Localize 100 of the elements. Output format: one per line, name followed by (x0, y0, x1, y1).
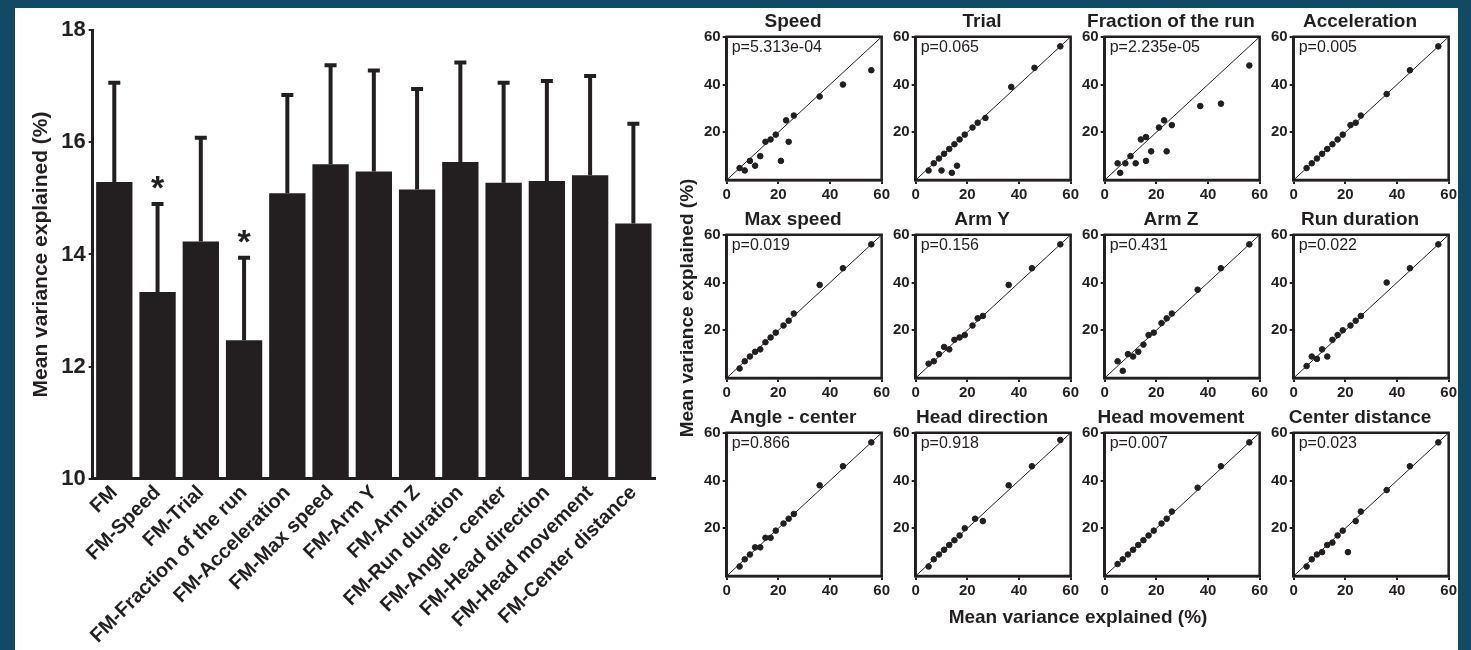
x-tick-label: 40 (1388, 383, 1406, 401)
x-tick-label: 20 (770, 383, 787, 401)
chart-title: Acceleration (1302, 9, 1418, 31)
y-axis-title: Mean variance explained (%) (28, 111, 52, 398)
chart-title: Max speed (744, 207, 842, 229)
y-tick-label: 20 (893, 122, 910, 140)
annotation: p=0.156 (920, 236, 980, 254)
y-tick-label: 60 (1271, 224, 1288, 242)
x-tick-label: 60 (1062, 383, 1079, 401)
x-tick-label: 60 (1062, 581, 1079, 599)
y-tick-label: 12 (61, 352, 86, 378)
x-tick-label: 0 (1289, 185, 1298, 203)
chart-title: Trial (962, 9, 1002, 31)
annotation: p=5.313e-04 (731, 38, 823, 56)
x-tick-label: 40 (1010, 383, 1028, 401)
x-tick-label: 20 (770, 581, 787, 599)
x-tick-label: 20 (1337, 581, 1354, 599)
y-tick-label: 40 (1271, 74, 1288, 92)
x-tick-label: 40 (821, 581, 839, 599)
y-axis-title: Mean variance explained (%) (676, 178, 698, 438)
y-tick-label: 20 (1271, 122, 1288, 140)
x-tick-label: 20 (959, 581, 976, 599)
annotation: * (150, 168, 165, 207)
x-tick-label: 60 (1440, 383, 1457, 401)
y-tick-label: 40 (704, 272, 721, 290)
x-tick-label: 40 (1388, 581, 1406, 599)
annotation: p=0.022 (1298, 236, 1358, 254)
x-tick-label: 0 (722, 383, 731, 401)
y-tick-label: 20 (1082, 122, 1099, 140)
chart-title: Run duration (1300, 207, 1420, 229)
y-tick-label: 60 (704, 26, 721, 44)
x-tick-label: 0 (911, 185, 920, 203)
annotation: p=0.007 (1109, 434, 1169, 452)
y-tick-label: 60 (893, 26, 910, 44)
chart-title: Arm Y (954, 207, 1011, 229)
x-tick-label: 20 (1148, 185, 1165, 203)
annotation: p=0.065 (920, 38, 980, 56)
x-tick-label: 0 (911, 383, 920, 401)
y-tick-label: 40 (1271, 272, 1288, 290)
y-tick-label: 60 (893, 224, 910, 242)
annotation: p=0.431 (1109, 236, 1169, 254)
y-tick-label: 40 (1082, 74, 1099, 92)
y-tick-label: 20 (1082, 320, 1099, 338)
x-tick-label: 60 (1440, 581, 1457, 599)
y-tick-label: 10 (61, 465, 86, 491)
x-axis-title: Mean variance explained (%) (948, 606, 1208, 628)
annotation: p=0.023 (1298, 434, 1358, 452)
chart-title: Arm Z (1143, 207, 1199, 229)
x-tick-label: 0 (722, 581, 731, 599)
y-tick-label: 40 (893, 74, 910, 92)
y-tick-label: 14 (61, 240, 87, 266)
x-tick-label: 40 (821, 383, 839, 401)
y-tick-label: 20 (893, 320, 910, 338)
x-tick-label: 0 (722, 185, 731, 203)
y-tick-label: 20 (704, 122, 721, 140)
x-tick-label: 40 (1010, 581, 1028, 599)
y-tick-label: 20 (1271, 320, 1288, 338)
x-tick-label: 60 (1251, 185, 1268, 203)
y-tick-label: 60 (704, 224, 721, 242)
y-tick-label: 60 (1082, 422, 1099, 440)
y-tick-label: 60 (1271, 26, 1288, 44)
chart-title: Angle - center (729, 405, 857, 427)
x-tick-label: 60 (1251, 581, 1268, 599)
x-tick-label: 40 (1199, 581, 1217, 599)
x-tick-label: 20 (959, 383, 976, 401)
y-tick-label: 60 (893, 422, 910, 440)
y-tick-label: 60 (704, 422, 721, 440)
annotation: p=0.019 (731, 236, 791, 254)
annotation: p=2.235e-05 (1109, 38, 1201, 56)
chart-title: Speed (764, 9, 822, 31)
y-tick-label: 40 (893, 272, 910, 290)
x-tick-label: 0 (1100, 383, 1109, 401)
x-tick-label: 20 (1148, 383, 1165, 401)
y-tick-label: 20 (704, 320, 721, 338)
x-tick-label: 20 (959, 185, 976, 203)
y-tick-label: 60 (1271, 422, 1288, 440)
chart-title: Center distance (1288, 405, 1432, 427)
x-tick-label: 60 (873, 185, 890, 203)
x-tick-label: 20 (1148, 581, 1165, 599)
x-tick-label: 0 (1100, 581, 1109, 599)
y-tick-label: 40 (704, 74, 721, 92)
y-tick-label: 16 (61, 128, 86, 154)
x-tick-label: 40 (1199, 185, 1217, 203)
x-tick-label: 0 (1289, 383, 1298, 401)
x-tick-label: 40 (1010, 185, 1028, 203)
x-tick-label: 0 (911, 581, 920, 599)
chart-title: Head movement (1097, 405, 1246, 427)
chart-title: Head direction (916, 405, 1048, 427)
x-tick-label: 60 (873, 581, 890, 599)
x-tick-label: 20 (1337, 185, 1354, 203)
annotation: p=0.866 (731, 434, 791, 452)
y-tick-label: 60 (1082, 224, 1099, 242)
x-tick-label: 60 (1062, 185, 1079, 203)
x-tick-label: 20 (770, 185, 787, 203)
x-tick-label: 40 (1388, 185, 1406, 203)
x-tick-label: 20 (1337, 383, 1354, 401)
y-tick-label: 40 (1082, 272, 1099, 290)
annotation: * (237, 222, 252, 261)
x-tick-label: 60 (873, 383, 890, 401)
annotation: p=0.918 (920, 434, 980, 452)
